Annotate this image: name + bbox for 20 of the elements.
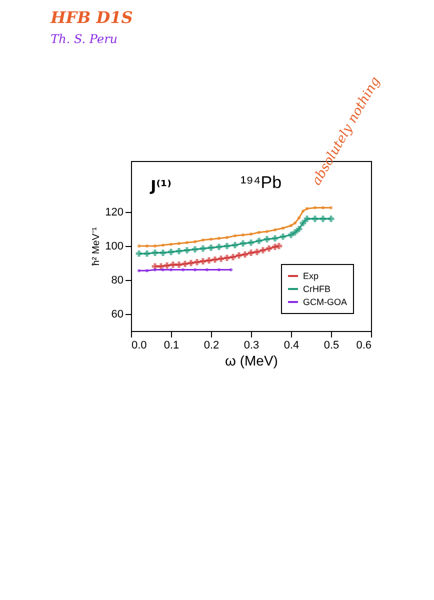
y-tick-label: 60 bbox=[111, 308, 124, 320]
x-tick-label: 0.5 bbox=[324, 340, 340, 352]
chart-subtitle: Th. S. Peru bbox=[50, 32, 118, 46]
y-tick-label: 80 bbox=[111, 274, 124, 286]
x-tick-label: 0.6 bbox=[356, 340, 372, 352]
x-tick-label: 0.0 bbox=[132, 340, 147, 352]
x-tick-label: 0.4 bbox=[284, 340, 300, 352]
y-axis-title: ħ² MeV⁻¹ bbox=[91, 226, 102, 266]
legend-label: CrHFB bbox=[303, 284, 330, 294]
annotation: J⁽¹⁾ bbox=[150, 177, 172, 195]
x-tick-label: 0.1 bbox=[164, 340, 180, 352]
y-tick-label: 120 bbox=[105, 206, 124, 218]
chart-title: HFB D1S bbox=[50, 8, 133, 28]
x-tick-label: 0.3 bbox=[244, 340, 260, 352]
y-tick-label: 100 bbox=[105, 240, 124, 252]
annotation: ¹⁹⁴Pb bbox=[240, 173, 282, 192]
x-tick-label: 0.2 bbox=[204, 340, 220, 352]
x-axis-title: ω (MeV) bbox=[225, 352, 278, 368]
legend-label: GCM-GOA bbox=[303, 297, 347, 307]
legend-label: Exp bbox=[303, 271, 319, 281]
